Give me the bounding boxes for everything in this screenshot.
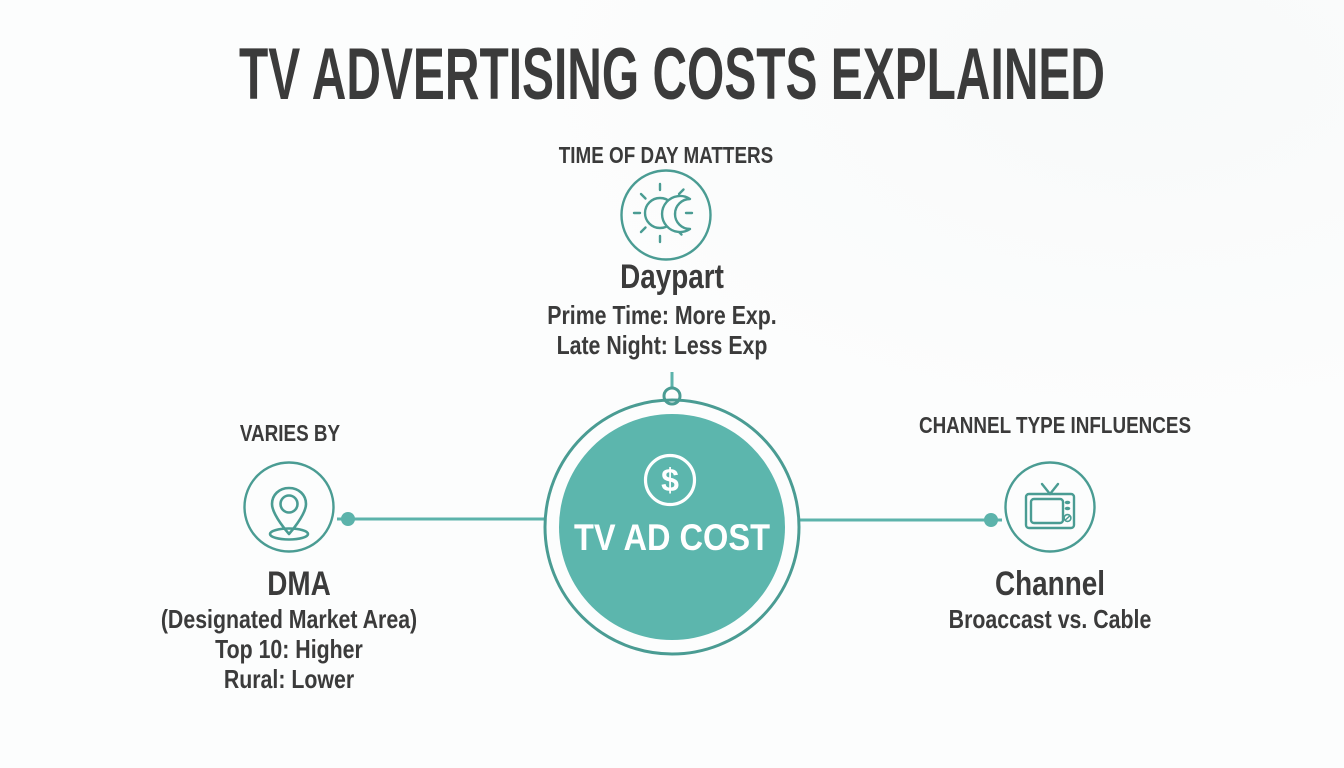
svg-text:$: $ xyxy=(661,462,679,498)
